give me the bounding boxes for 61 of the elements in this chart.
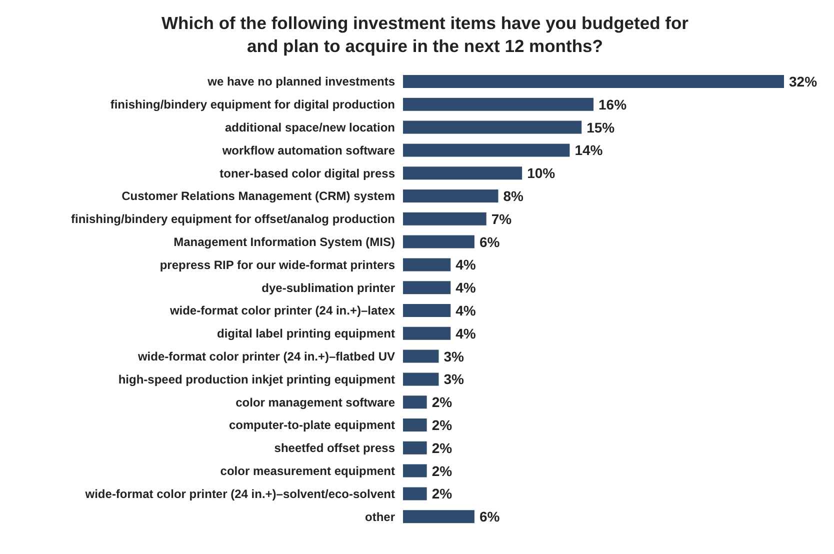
- data-label: 3%: [444, 371, 465, 388]
- data-label: 2%: [432, 394, 453, 410]
- y-tick-label: other: [365, 510, 396, 524]
- data-label: 6%: [479, 508, 500, 525]
- bar: [403, 304, 451, 317]
- bar: [403, 464, 427, 478]
- bar: [403, 372, 439, 386]
- y-tick-label: additional space/new location: [224, 120, 395, 135]
- bar: [403, 190, 498, 202]
- y-tick-label: computer-to-plate equipment: [228, 418, 395, 432]
- bar: [403, 120, 582, 134]
- y-tick-label: we have no planned investments: [206, 74, 396, 89]
- data-label: 7%: [491, 210, 512, 227]
- y-tick-label: digital label printing equipment: [216, 326, 395, 341]
- y-tick-label: color management software: [236, 395, 396, 410]
- y-tick-label: prepress RIP for our wide-format printers: [160, 258, 396, 272]
- data-label: 4%: [456, 302, 476, 318]
- data-label: 4%: [456, 256, 476, 273]
- data-label: 16%: [598, 96, 628, 112]
- y-tick-label: wide-format color printer (24 in.+)–flatbed UV: [136, 350, 395, 364]
- bar: [403, 510, 474, 524]
- y-tick-label: dye-sublimation printer: [262, 280, 396, 295]
- data-label: 2%: [432, 486, 453, 502]
- data-label: 15%: [586, 119, 616, 136]
- data-label: 2%: [432, 462, 453, 479]
- bar: [403, 75, 784, 88]
- data-label: 8%: [503, 188, 524, 204]
- y-tick-label: wide-format color printer (24 in.+)–latex: [168, 304, 396, 318]
- y-tick-label: wide-format color printer (24 in.+)–solvent/eco-solvent: [84, 486, 395, 501]
- bar: [403, 441, 427, 454]
- data-label: 10%: [527, 165, 556, 182]
- y-tick-label: high-speed production inkjet printing equipment: [118, 372, 396, 386]
- y-tick-label: finishing/bindery equipment for digital production: [110, 98, 395, 112]
- chart-title: Which of the following investment items have you budgeted for and plan to acquire in the next 12 months?: [160, 12, 690, 58]
- bar: [403, 144, 570, 157]
- y-tick-label: Management Information System (MIS): [174, 235, 395, 250]
- y-tick-label: toner-based color digital press: [220, 166, 396, 180]
- data-label: 4%: [456, 280, 476, 296]
- bar: [403, 166, 522, 180]
- data-label: 14%: [574, 142, 604, 158]
- y-tick-label: color measurement equipment: [220, 464, 395, 478]
- y-tick-label: finishing/bindery equipment for offset/analog production: [71, 212, 395, 226]
- data-label: 32%: [789, 73, 818, 90]
- data-label: 2%: [432, 416, 453, 433]
- y-tick-label: sheetfed offset press: [274, 441, 396, 456]
- bar: [403, 326, 451, 340]
- data-label: 4%: [456, 325, 476, 342]
- bar: [403, 418, 427, 432]
- data-label: 6%: [479, 234, 500, 250]
- y-tick-label: Customer Relations Management (CRM) system: [122, 189, 395, 204]
- bar: [403, 281, 451, 294]
- bar: [403, 396, 427, 409]
- data-label: 2%: [432, 440, 453, 456]
- bar: [403, 258, 451, 272]
- bar: [403, 235, 474, 248]
- y-tick-label: workflow automation software: [221, 143, 396, 158]
- bar: [403, 212, 486, 226]
- data-label: 3%: [444, 348, 465, 364]
- bar: [403, 487, 427, 500]
- bar: [403, 350, 439, 363]
- bar: [403, 98, 594, 111]
